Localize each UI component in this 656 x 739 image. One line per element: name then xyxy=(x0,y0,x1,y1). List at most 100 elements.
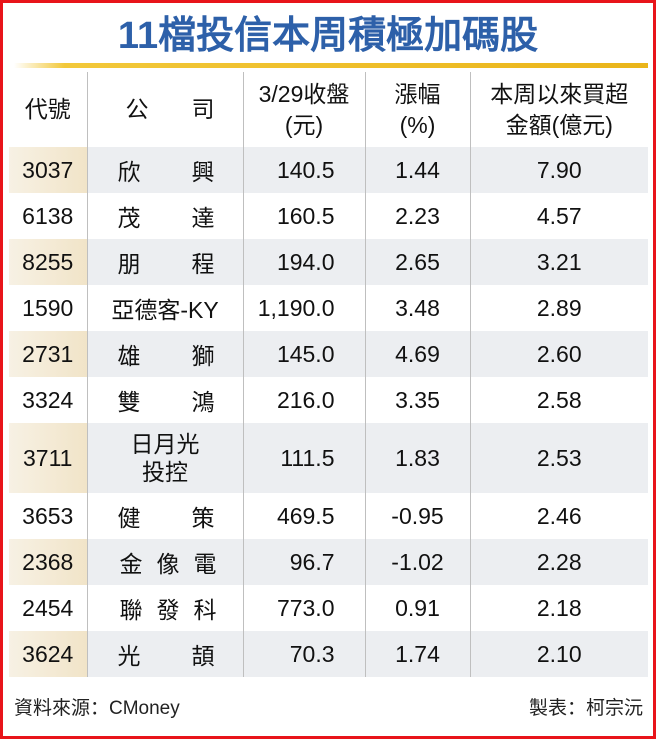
table-header: 代號 公司 3/29收盤 (元) 漲幅 (%) 本周以來買超 金額(億元) xyxy=(9,72,648,147)
code-cell: 2731 xyxy=(9,331,87,377)
company-name: 雄獅 xyxy=(88,337,243,371)
buy-cell: 7.90 xyxy=(469,147,648,193)
code-cell: 3653 xyxy=(22,502,74,529)
company-char: 光 xyxy=(117,643,141,669)
company-char: 頡 xyxy=(191,643,215,669)
close-cell: 773.0 xyxy=(242,585,365,631)
close-cell: 111.5 xyxy=(242,423,365,493)
header-company: 公司 xyxy=(86,72,243,147)
header-company-b: 司 xyxy=(191,96,215,122)
code-cell: 3624 xyxy=(9,631,87,677)
company-cell: 欣興 xyxy=(86,147,243,193)
company-char: 發 xyxy=(156,597,180,623)
change-cell: 2.65 xyxy=(364,239,470,285)
company-name: 健策 xyxy=(88,499,243,533)
table-row: 3711 日月光 投控 111.5 1.83 2.53 xyxy=(9,423,648,493)
company-char: 像 xyxy=(156,551,180,577)
company-char: 聯 xyxy=(119,597,143,623)
table-row: 2368 金像電 96.7 -1.02 2.28 xyxy=(9,539,648,585)
company-cell: 健策 xyxy=(86,493,243,539)
close-cell: 140.5 xyxy=(242,147,365,193)
company-char: 鴻 xyxy=(191,389,215,415)
company-cell: 朋程 xyxy=(86,239,243,285)
company-cell: 雙鴻 xyxy=(86,377,243,423)
company-cell: 聯發科 xyxy=(86,585,243,631)
buy-cell: 2.46 xyxy=(469,493,648,539)
stock-table: 代號 公司 3/29收盤 (元) 漲幅 (%) 本周以來買超 金額(億元) 3037 … xyxy=(9,72,648,677)
company-char: 興 xyxy=(191,159,215,185)
buy-cell: 2.53 xyxy=(469,423,648,493)
table-row: 2454 聯發科 773.0 0.91 2.18 xyxy=(9,585,648,631)
change-cell: 0.91 xyxy=(364,585,470,631)
header-close: 3/29收盤 (元) xyxy=(242,72,365,147)
company-name: 金像電 xyxy=(88,545,243,579)
buy-cell: 2.58 xyxy=(469,377,648,423)
gold-divider xyxy=(14,63,648,68)
header-buy: 本周以來買超 金額(億元) xyxy=(469,72,648,147)
company-char: 朋 xyxy=(117,251,141,277)
change-cell: 4.69 xyxy=(364,331,470,377)
close-cell: 160.5 xyxy=(242,193,365,239)
header-close-1: 3/29收盤 xyxy=(258,80,350,107)
company-name: 日月光 投控 xyxy=(130,431,200,485)
company-cell: 雄獅 xyxy=(86,331,243,377)
company-name: 亞德客-KY xyxy=(111,297,219,323)
company-char: 茂 xyxy=(117,205,141,231)
buy-cell: 2.10 xyxy=(469,631,648,677)
table-row: 3653 健策 469.5 -0.95 2.46 xyxy=(9,493,648,539)
table-row: 1590 亞德客-KY 1,190.0 3.48 2.89 xyxy=(9,285,648,331)
buy-cell: 2.18 xyxy=(469,585,648,631)
company-cell: 日月光 投控 xyxy=(86,423,243,493)
change-cell: 1.83 xyxy=(364,423,470,493)
buy-cell: 2.89 xyxy=(469,285,648,331)
table-row: 3324 雙鴻 216.0 3.35 2.58 xyxy=(9,377,648,423)
close-cell: 1,190.0 xyxy=(242,285,365,331)
buy-cell: 2.28 xyxy=(469,539,648,585)
source-note: 資料來源：CMoney xyxy=(14,698,180,719)
buy-cell: 2.60 xyxy=(469,331,648,377)
company-char: 電 xyxy=(193,551,217,577)
change-cell: -1.02 xyxy=(364,539,470,585)
code-cell: 8255 xyxy=(9,239,87,285)
close-cell: 96.7 xyxy=(242,539,365,585)
change-cell: 3.48 xyxy=(364,285,470,331)
code-cell: 3711 xyxy=(9,423,87,493)
company-char: 健 xyxy=(117,505,141,531)
close-cell: 145.0 xyxy=(242,331,365,377)
company-char: 科 xyxy=(193,597,217,623)
company-char: 金 xyxy=(119,551,143,577)
buy-cell: 4.57 xyxy=(469,193,648,239)
table-row: 2731 雄獅 145.0 4.69 2.60 xyxy=(9,331,648,377)
header-change: 漲幅 (%) xyxy=(364,72,470,147)
close-cell: 194.0 xyxy=(242,239,365,285)
code-cell: 3037 xyxy=(9,147,87,193)
company-cell: 金像電 xyxy=(86,539,243,585)
company-char: 達 xyxy=(191,205,215,231)
page-title: 11檔投信本周積極加碼股 xyxy=(117,15,539,57)
company-name: 朋程 xyxy=(88,245,243,279)
header-close-2: (元) xyxy=(284,111,324,138)
company-cell: 亞德客-KY xyxy=(86,285,243,331)
company-cell: 茂達 xyxy=(86,193,243,239)
change-cell: -0.95 xyxy=(364,493,470,539)
company-name: 茂達 xyxy=(88,199,243,233)
company-name: 光頡 xyxy=(88,637,243,671)
header-company-a: 公 xyxy=(125,96,149,122)
change-cell: 1.74 xyxy=(364,631,470,677)
change-cell: 2.23 xyxy=(364,193,470,239)
code-cell: 6138 xyxy=(22,202,74,229)
company-char: 程 xyxy=(191,251,215,277)
credit-note: 製表：柯宗沅 xyxy=(528,698,643,719)
table-row: 6138 茂達 160.5 2.23 4.57 xyxy=(9,193,648,239)
header-code: 代號 xyxy=(24,96,71,122)
company-char: 雙 xyxy=(117,389,141,415)
table-row: 3037 欣興 140.5 1.44 7.90 xyxy=(9,147,648,193)
buy-cell: 3.21 xyxy=(469,239,648,285)
code-cell: 2368 xyxy=(9,539,87,585)
company-name: 雙鴻 xyxy=(88,383,243,417)
code-cell: 3324 xyxy=(22,386,74,413)
header-change-1: 漲幅 xyxy=(394,80,441,107)
company-char: 獅 xyxy=(191,343,215,369)
close-cell: 469.5 xyxy=(242,493,365,539)
